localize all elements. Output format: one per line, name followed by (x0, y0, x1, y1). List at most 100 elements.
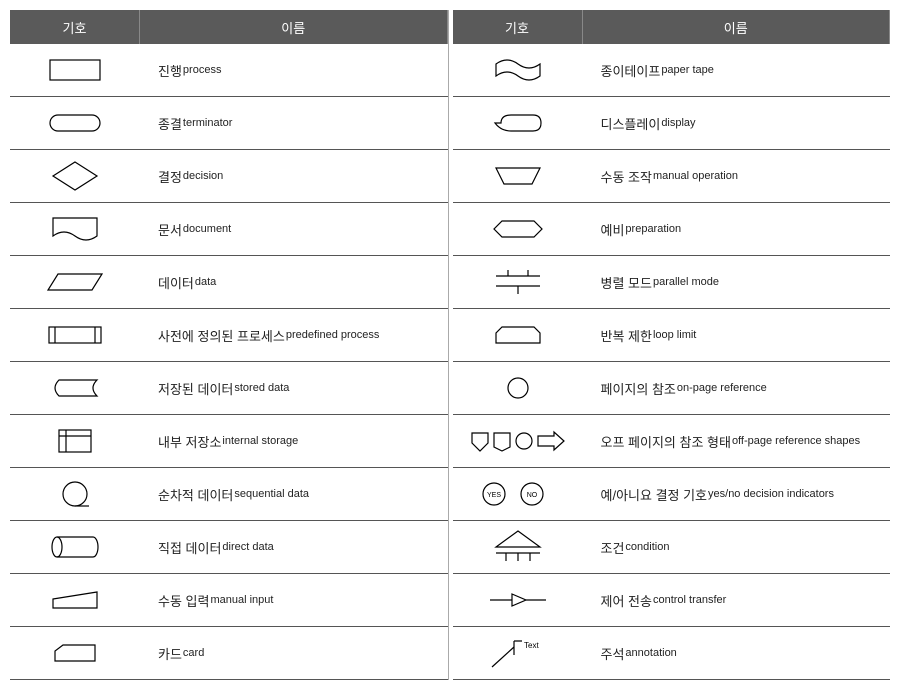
name-kr: 카드 (158, 644, 182, 663)
symbol-name: 주석annotation (583, 627, 891, 679)
table-row: 내부 저장소internal storage (10, 415, 448, 468)
name-en: preparation (625, 223, 681, 235)
name-kr: 종결 (158, 114, 182, 133)
symbol-name: 반복 제한loop limit (583, 309, 891, 361)
name-kr: 결정 (158, 167, 182, 186)
name-en: display (661, 117, 695, 129)
internal_storage-icon (10, 415, 140, 467)
symbol-name: 조건condition (583, 521, 891, 573)
table-row: 조건condition (453, 521, 891, 574)
name-kr: 종이테이프 (601, 61, 661, 80)
table-row: 종이테이프paper tape (453, 44, 891, 97)
symbol-name: 디스플레이display (583, 97, 891, 149)
table-row: 종결terminator (10, 97, 448, 150)
name-en: decision (183, 170, 223, 182)
name-kr: 제어 전송 (601, 591, 652, 610)
name-kr: 저장된 데이터 (158, 379, 233, 398)
name-kr: 반복 제한 (601, 326, 652, 345)
document-icon (10, 203, 140, 255)
right-header: 기호 이름 (453, 10, 891, 44)
name-kr: 사전에 정의된 프로세스 (158, 326, 285, 345)
name-en: annotation (625, 647, 676, 659)
symbol-name: 종이테이프paper tape (583, 44, 891, 96)
svg-text:YES: YES (486, 492, 500, 499)
condition-icon (453, 521, 583, 573)
symbol-name: 문서document (140, 203, 448, 255)
name-en: data (195, 276, 216, 288)
header-name-left: 이름 (140, 10, 448, 44)
header-symbol-right: 기호 (453, 10, 583, 44)
table-row: 반복 제한loop limit (453, 309, 891, 362)
name-kr: 문서 (158, 220, 182, 239)
table-row: 사전에 정의된 프로세스predefined process (10, 309, 448, 362)
name-en: condition (625, 541, 669, 553)
left-header: 기호 이름 (10, 10, 448, 44)
name-en: parallel mode (653, 276, 719, 288)
symbol-name: 직접 데이터direct data (140, 521, 448, 573)
loop_limit-icon (453, 309, 583, 361)
table-row: 문서document (10, 203, 448, 256)
symbol-name: 내부 저장소internal storage (140, 415, 448, 467)
decision-icon (10, 150, 140, 202)
name-en: control transfer (653, 594, 726, 606)
symbol-name: 예/아니요 결정 기호yes/no decision indicators (583, 468, 891, 520)
symbol-name: 사전에 정의된 프로세스predefined process (140, 309, 448, 361)
sequential_data-icon (10, 468, 140, 520)
name-en: internal storage (222, 435, 298, 447)
flowchart-symbols-table: 기호 이름 진행process종결terminator결정decision문서d… (10, 10, 890, 680)
symbol-name: 수동 조작manual operation (583, 150, 891, 202)
table-row: 저장된 데이터stored data (10, 362, 448, 415)
name-kr: 오프 페이지의 참조 형태 (601, 432, 731, 451)
name-en: loop limit (653, 329, 696, 341)
symbol-name: 순차적 데이터sequential data (140, 468, 448, 520)
off_page_reference-icon (453, 415, 583, 467)
name-en: stored data (234, 382, 289, 394)
parallel_mode-icon (453, 256, 583, 308)
name-kr: 예비 (601, 220, 625, 239)
manual_input-icon (10, 574, 140, 626)
symbol-name: 결정decision (140, 150, 448, 202)
name-kr: 순차적 데이터 (158, 485, 233, 504)
card-icon (10, 627, 140, 679)
display-icon (453, 97, 583, 149)
table-row: 카드card (10, 627, 448, 680)
table-row: 페이지의 참조on-page reference (453, 362, 891, 415)
stored_data-icon (10, 362, 140, 414)
yes_no-icon: YES NO (453, 468, 583, 520)
name-kr: 디스플레이 (601, 114, 661, 133)
left-column: 기호 이름 진행process종결terminator결정decision문서d… (10, 10, 448, 680)
predefined_process-icon (10, 309, 140, 361)
symbol-name: 진행process (140, 44, 448, 96)
column-divider (448, 10, 449, 680)
name-en: terminator (183, 117, 233, 129)
name-kr: 진행 (158, 61, 182, 80)
symbol-name: 오프 페이지의 참조 형태off-page reference shapes (583, 415, 891, 467)
name-en: manual input (210, 594, 273, 606)
name-kr: 수동 조작 (601, 167, 652, 186)
preparation-icon (453, 203, 583, 255)
name-en: card (183, 647, 204, 659)
control_transfer-icon (453, 574, 583, 626)
name-kr: 수동 입력 (158, 591, 209, 610)
name-en: off-page reference shapes (732, 435, 860, 447)
paper_tape-icon (453, 44, 583, 96)
symbol-name: 종결terminator (140, 97, 448, 149)
direct_data-icon (10, 521, 140, 573)
name-kr: 조건 (601, 538, 625, 557)
table-row: 진행process (10, 44, 448, 97)
header-name-right: 이름 (583, 10, 891, 44)
right-column: 기호 이름 종이테이프paper tape디스플레이display수동 조작ma… (453, 10, 891, 680)
symbol-name: 데이터data (140, 256, 448, 308)
name-kr: 주석 (601, 644, 625, 663)
symbol-name: 제어 전송control transfer (583, 574, 891, 626)
terminator-icon (10, 97, 140, 149)
manual_operation-icon (453, 150, 583, 202)
name-kr: 직접 데이터 (158, 538, 221, 557)
symbol-name: 저장된 데이터stored data (140, 362, 448, 414)
header-symbol-left: 기호 (10, 10, 140, 44)
name-en: on-page reference (677, 382, 767, 394)
svg-text:Text: Text (524, 641, 539, 650)
name-en: manual operation (653, 170, 738, 182)
name-en: document (183, 223, 231, 235)
name-en: predefined process (286, 329, 380, 341)
